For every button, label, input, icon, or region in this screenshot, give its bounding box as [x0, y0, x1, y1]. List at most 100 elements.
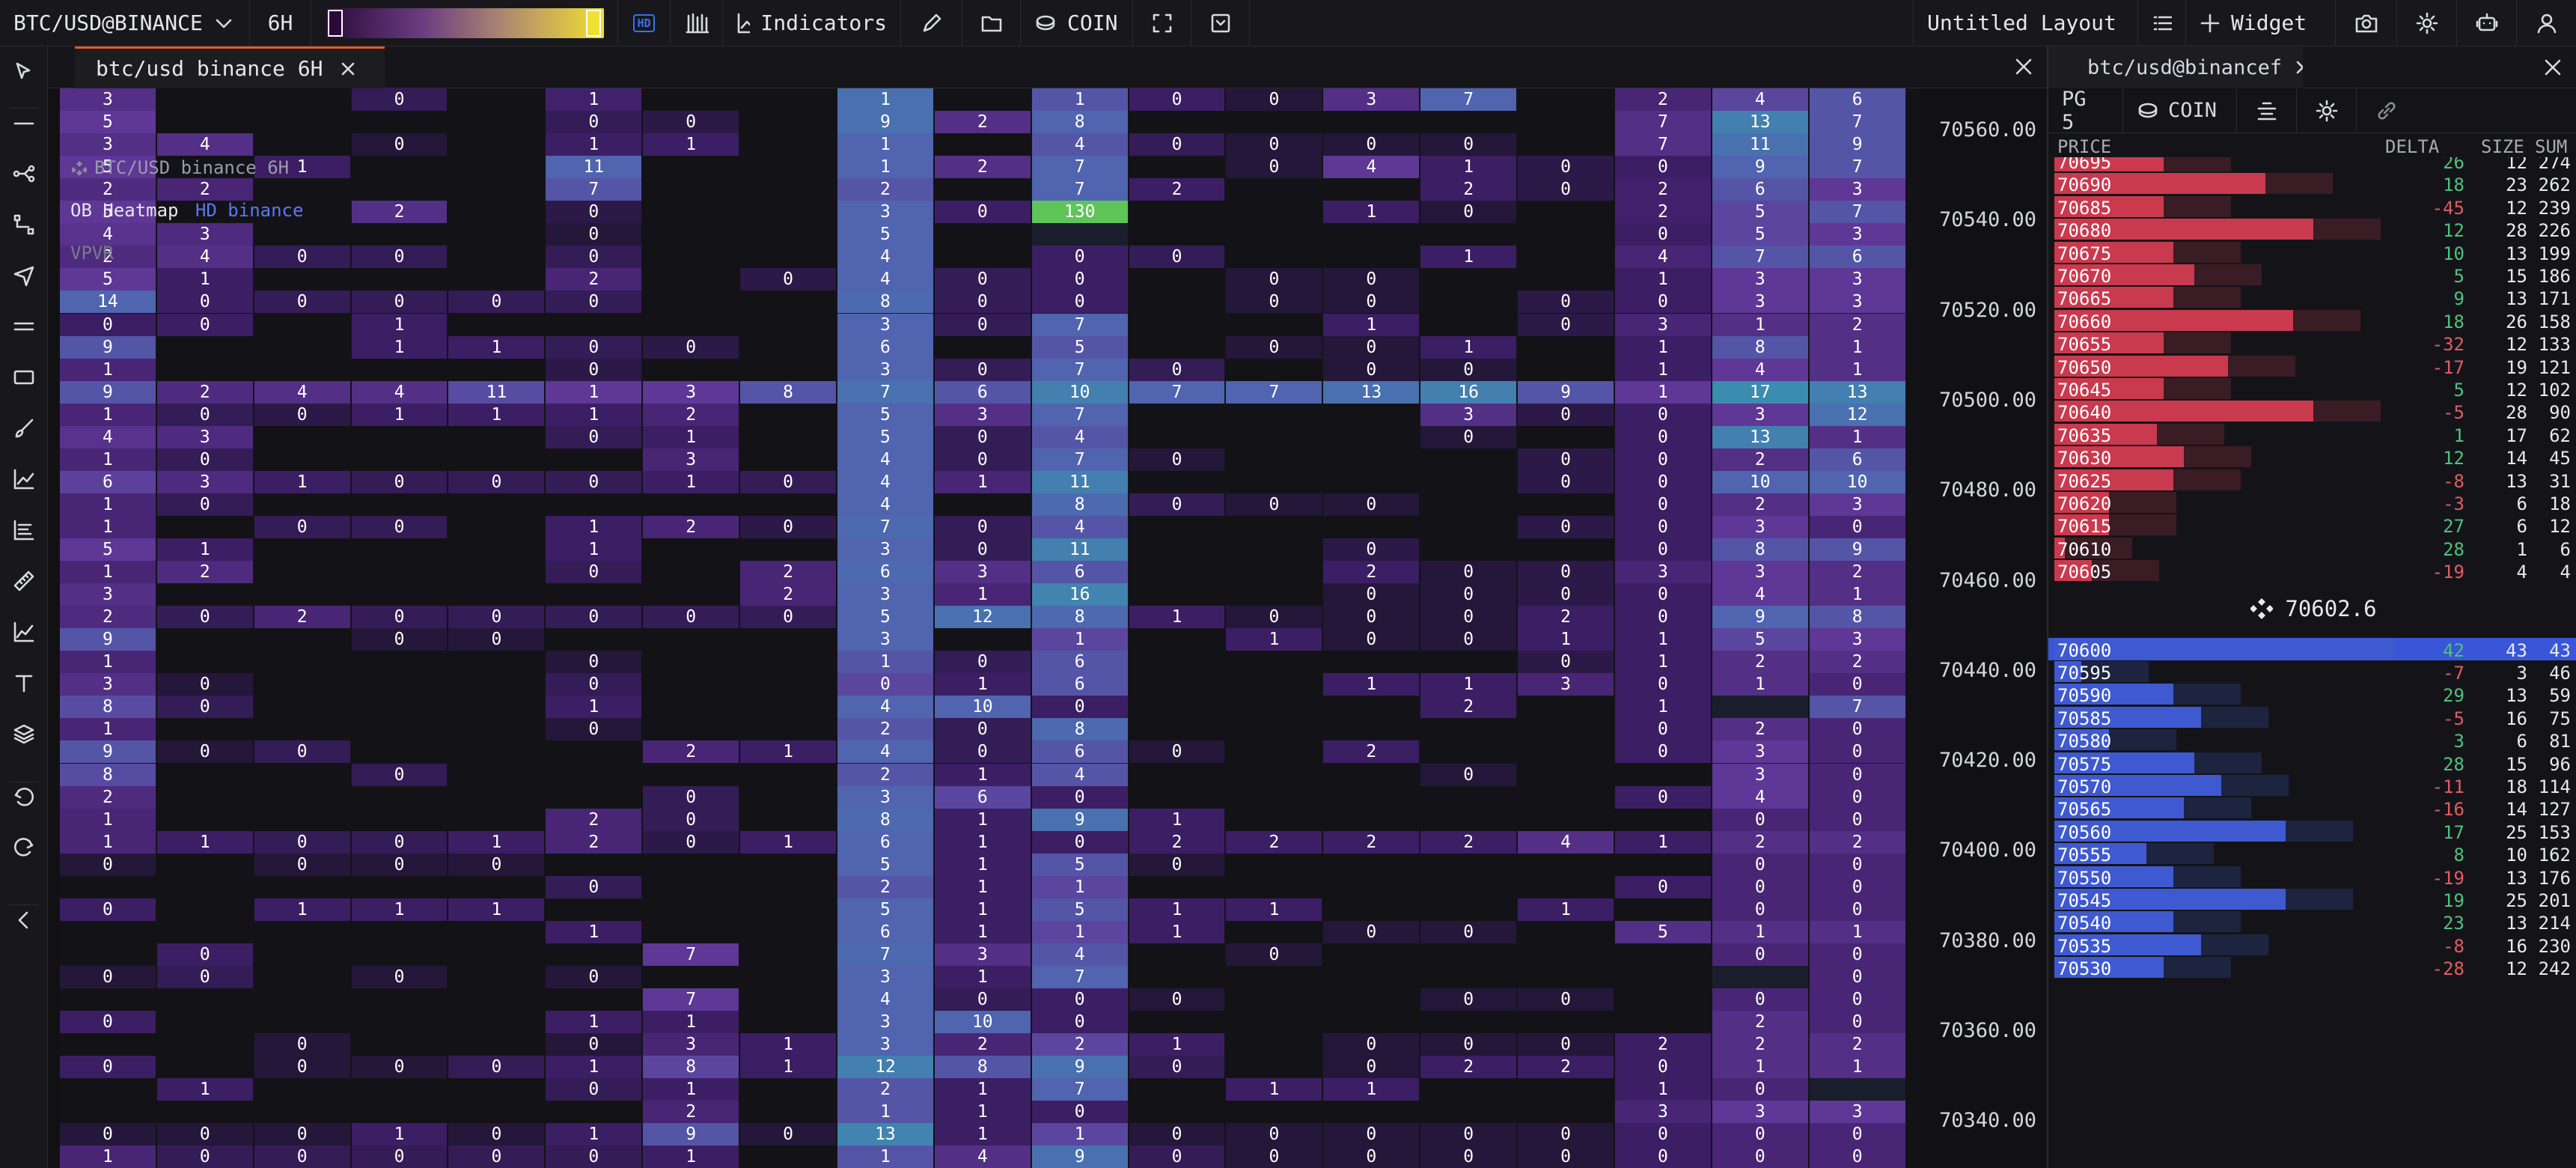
ask-row[interactable]: 70605 -19 4 4 [2054, 559, 2571, 583]
bid-row[interactable]: 70570 -11 18 114 [2054, 774, 2571, 797]
layouts-list-button[interactable] [2137, 0, 2185, 46]
layers-tool[interactable] [9, 719, 39, 749]
bid-row[interactable]: 70565 -16 14 127 [2054, 797, 2571, 820]
draw-button[interactable] [901, 0, 962, 46]
bid-row[interactable]: 70580 3 6 81 [2054, 729, 2571, 752]
ask-row[interactable]: 70690 18 23 262 [2054, 172, 2571, 195]
ask-row[interactable]: 70625 -8 13 31 [2054, 469, 2571, 492]
bid-row[interactable]: 70545 19 25 201 [2054, 888, 2571, 911]
layout-selector[interactable]: Untitled Layout [1913, 0, 2137, 46]
download-button[interactable] [1191, 0, 1250, 46]
bid-row[interactable]: 70540 23 13 214 [2054, 910, 2571, 934]
fullscreen-button[interactable] [1133, 0, 1191, 46]
orderbook-tab[interactable]: btc/usd@binancef [2048, 46, 2303, 88]
bid-row[interactable]: 70555 8 10 162 [2054, 842, 2571, 866]
heatmap-cell: 0 [1323, 358, 1420, 381]
heatmap-cell: 0 [351, 606, 448, 629]
timeframe-selector[interactable]: 6H [250, 0, 311, 46]
orderbook-toolbar: PG 5 COIN [2048, 88, 2576, 134]
bid-row[interactable]: 70575 28 15 96 [2054, 752, 2571, 775]
heatmap-cell: 0 [1518, 1033, 1614, 1056]
hd-toggle[interactable]: HD [618, 0, 671, 46]
ask-row[interactable]: 70610 28 1 6 [2054, 537, 2571, 560]
heatmap-gradient-control[interactable] [311, 0, 618, 46]
bid-row[interactable]: 70600 42 43 43 [2048, 637, 2576, 661]
orderbook-coin-selector[interactable]: COIN [2123, 88, 2237, 133]
ask-row[interactable]: 70645 5 12 102 [2054, 377, 2571, 401]
close-chart-pane-button[interactable] [2012, 55, 2035, 78]
trend-tool[interactable] [9, 464, 39, 494]
ask-row[interactable]: 70670 5 15 186 [2054, 264, 2571, 287]
fork-tool[interactable] [9, 159, 39, 189]
price-axis[interactable]: 70560.00 70540.00 70520.00 70500.00 70480.00… [1920, 88, 2047, 1168]
cursor-tool[interactable] [9, 57, 39, 87]
screenshot-button[interactable] [2335, 0, 2396, 46]
collapse-toolbar-button[interactable] [9, 904, 39, 934]
brush-tool[interactable] [9, 413, 39, 443]
measure-tool[interactable] [9, 566, 39, 596]
account-button[interactable] [2516, 0, 2576, 46]
close-icon[interactable] [339, 60, 357, 78]
gradient-slider[interactable] [325, 7, 604, 38]
heatmap-cell: 0 [448, 853, 545, 876]
bid-row[interactable]: 70585 -5 16 75 [2054, 706, 2571, 729]
coin-selector[interactable]: COIN [1021, 0, 1133, 46]
legend-ob-heatmap[interactable]: OB Heatmap HD binance [70, 189, 303, 232]
chart-type-button[interactable] [671, 0, 723, 46]
rectangle-tool[interactable] [9, 362, 39, 392]
ask-row[interactable]: 70660 18 26 158 [2054, 309, 2571, 332]
close-orderbook-button[interactable] [2542, 56, 2564, 79]
undo-button[interactable] [9, 782, 39, 812]
add-widget-button[interactable]: Widget [2185, 0, 2335, 46]
ask-row[interactable]: 70620 -3 6 18 [2054, 491, 2571, 514]
bid-row[interactable]: 70560 17 25 153 [2054, 820, 2571, 843]
gradient-handle-start[interactable] [328, 9, 343, 37]
gradient-handle-end[interactable] [586, 9, 601, 37]
path-tool[interactable] [9, 210, 39, 240]
grouping-button[interactable] [2237, 88, 2297, 133]
ask-row[interactable]: 70655 -32 12 133 [2054, 332, 2571, 355]
heatmap-cell: 4 [1031, 943, 1128, 966]
ask-row[interactable]: 70695 26 12 274 [2054, 157, 2571, 173]
page-size-button[interactable]: PG 5 [2048, 88, 2123, 134]
bid-row[interactable]: 70590 29 13 59 [2054, 683, 2571, 706]
ask-row[interactable]: 70685 -45 12 239 [2054, 195, 2571, 219]
settings-button[interactable] [2396, 0, 2456, 46]
heatmap-cell: 0 [934, 740, 1031, 764]
heatmap-cell: 1 [1809, 425, 1905, 448]
bot-button[interactable] [2456, 0, 2516, 46]
ask-row[interactable]: 70665 9 13 171 [2054, 286, 2571, 309]
heatmap-cell: 5 [1712, 628, 1808, 651]
orderbook-settings-button[interactable] [2297, 88, 2357, 133]
ask-row[interactable]: 70630 12 14 45 [2054, 445, 2571, 469]
bid-row[interactable]: 70530 -28 12 242 [2054, 956, 2571, 979]
orderbook-sum: 158 [2538, 311, 2571, 332]
legend-vpvr[interactable]: VPVR [70, 232, 303, 275]
bid-row[interactable]: 70535 -8 16 230 [2054, 934, 2571, 957]
heatmap-grid[interactable]: 3 0 1 1 1 0 0 3 7 2 4 6 5 0 0 9 2 8 7 13 7 3 4 0 1 1 1 4 0 0 0 0 7 11 9 5 1 1… [60, 88, 1920, 1168]
fib-tool[interactable] [9, 515, 39, 545]
ask-row[interactable]: 70640 -5 28 90 [2054, 400, 2571, 423]
ask-row[interactable]: 70615 27 6 12 [2054, 514, 2571, 537]
bid-row[interactable]: 70550 -19 13 176 [2054, 866, 2571, 889]
ask-row[interactable]: 70680 12 28 226 [2054, 218, 2571, 241]
text-tool[interactable] [9, 668, 39, 698]
ask-row[interactable]: 70650 -17 19 121 [2054, 355, 2571, 378]
arrow-tool[interactable] [9, 261, 39, 291]
orderbook-ladder[interactable]: 70695 26 12 274 70690 18 23 262 70685 -45 12 239 706… [2048, 157, 2576, 1168]
ask-row[interactable]: 70675 10 13 199 [2054, 241, 2571, 264]
open-folder-button[interactable] [962, 0, 1021, 46]
close-icon[interactable] [2294, 58, 2303, 76]
indicators-button[interactable]: Indicators [723, 0, 901, 46]
link-button[interactable] [2357, 88, 2417, 133]
bid-row[interactable]: 70595 -7 3 46 [2054, 660, 2571, 684]
redo-button[interactable] [9, 833, 39, 863]
chart-tab[interactable]: btc/usd binance 6H [75, 46, 385, 88]
projection-tool[interactable] [9, 617, 39, 647]
heatmap-cell: 0 [1323, 1033, 1420, 1056]
horizontal-line-tool[interactable] [9, 108, 39, 138]
ask-row[interactable]: 70635 1 17 62 [2054, 423, 2571, 446]
symbol-selector[interactable]: BTC/USD@BINANCE [0, 0, 250, 46]
heatmap-cell: 0 [1614, 1146, 1711, 1168]
parallel-lines-tool[interactable] [9, 311, 39, 341]
